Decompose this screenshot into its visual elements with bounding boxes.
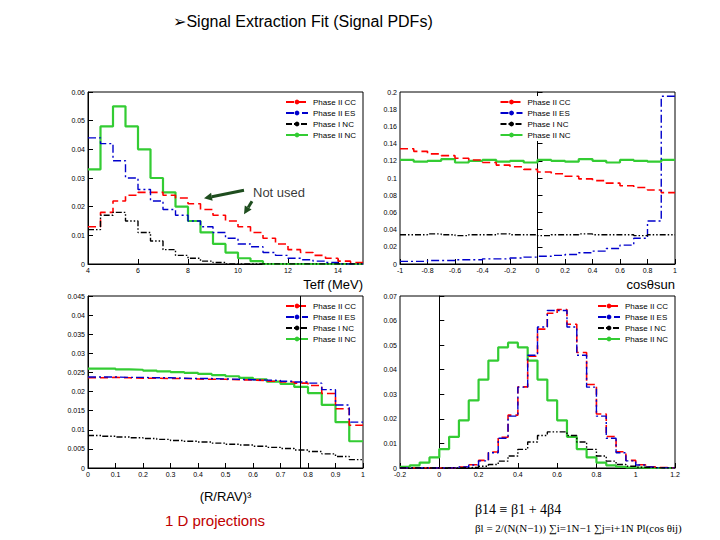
svg-text:-0.6: -0.6 xyxy=(449,267,461,274)
svg-text:Phase II ES: Phase II ES xyxy=(313,109,355,118)
svg-text:Not used: Not used xyxy=(253,185,305,200)
svg-text:0: 0 xyxy=(437,471,441,478)
svg-text:14: 14 xyxy=(334,267,342,274)
svg-text:0.05: 0.05 xyxy=(71,117,85,124)
svg-text:0.025: 0.025 xyxy=(67,369,85,376)
svg-text:0.06: 0.06 xyxy=(383,209,397,216)
svg-text:0.2: 0.2 xyxy=(138,471,148,478)
svg-text:Phase I NC: Phase I NC xyxy=(528,120,569,129)
svg-text:0.01: 0.01 xyxy=(71,426,85,433)
svg-text:0.04: 0.04 xyxy=(71,312,85,319)
svg-text:0.7: 0.7 xyxy=(276,471,286,478)
svg-text:0.5: 0.5 xyxy=(221,471,231,478)
svg-text:0.14: 0.14 xyxy=(383,140,397,147)
svg-text:0.03: 0.03 xyxy=(71,175,85,182)
svg-text:-0.2: -0.2 xyxy=(504,267,516,274)
svg-text:0.8: 0.8 xyxy=(303,471,313,478)
svg-text:0.3: 0.3 xyxy=(166,471,176,478)
svg-text:-0.8: -0.8 xyxy=(421,267,433,274)
svg-text:0.035: 0.035 xyxy=(67,331,85,338)
svg-text:0: 0 xyxy=(536,267,540,274)
svg-text:0.01: 0.01 xyxy=(383,440,397,447)
svg-text:Teff (MeV): Teff (MeV) xyxy=(303,277,363,292)
svg-text:Phase II ES: Phase II ES xyxy=(625,313,667,322)
svg-text:Phase II CC: Phase II CC xyxy=(313,302,356,311)
svg-text:8: 8 xyxy=(186,267,190,274)
svg-text:(R/RAV)³: (R/RAV)³ xyxy=(200,489,252,504)
svg-text:0.015: 0.015 xyxy=(67,407,85,414)
svg-text:Phase I NC: Phase I NC xyxy=(313,120,354,129)
svg-text:Phase II CC: Phase II CC xyxy=(625,302,668,311)
svg-text:0.04: 0.04 xyxy=(383,226,397,233)
svg-text:0.4: 0.4 xyxy=(193,471,203,478)
svg-text:0.04: 0.04 xyxy=(71,146,85,153)
svg-text:0.06: 0.06 xyxy=(71,89,85,96)
svg-text:0.2: 0.2 xyxy=(474,471,484,478)
svg-text:-0.2: -0.2 xyxy=(394,471,406,478)
svg-text:0.4: 0.4 xyxy=(513,471,523,478)
svg-text:0.2: 0.2 xyxy=(560,267,570,274)
svg-text:1: 1 xyxy=(634,471,638,478)
svg-text:0.12: 0.12 xyxy=(383,157,397,164)
svg-text:Phase II NC: Phase II NC xyxy=(313,335,356,344)
svg-text:1: 1 xyxy=(361,471,365,478)
svg-text:0.02: 0.02 xyxy=(71,203,85,210)
svg-text:0.2: 0.2 xyxy=(387,89,397,96)
svg-text:βl = 2/(N(N−1)) ∑i=1N−1 ∑j=i+1: βl = 2/(N(N−1)) ∑i=1N−1 ∑j=i+1N Pl(cos θ… xyxy=(475,522,682,535)
svg-text:0.03: 0.03 xyxy=(383,391,397,398)
svg-text:0: 0 xyxy=(86,471,90,478)
svg-text:0.6: 0.6 xyxy=(552,471,562,478)
svg-text:Phase II NC: Phase II NC xyxy=(528,131,571,140)
svg-text:12: 12 xyxy=(284,267,292,274)
svg-text:4: 4 xyxy=(86,267,90,274)
svg-text:Phase II ES: Phase II ES xyxy=(528,109,570,118)
svg-text:0.01: 0.01 xyxy=(71,232,85,239)
svg-text:0.02: 0.02 xyxy=(383,243,397,250)
svg-text:0.06: 0.06 xyxy=(383,317,397,324)
svg-text:6: 6 xyxy=(136,267,140,274)
svg-text:0.02: 0.02 xyxy=(383,415,397,422)
svg-text:0.04: 0.04 xyxy=(383,366,397,373)
svg-text:0.9: 0.9 xyxy=(331,471,341,478)
svg-text:0.6: 0.6 xyxy=(248,471,258,478)
svg-text:Phase II ES: Phase II ES xyxy=(313,313,355,322)
svg-text:cosθsun: cosθsun xyxy=(627,277,675,292)
svg-text:Phase II CC: Phase II CC xyxy=(528,98,571,107)
svg-text:1.2: 1.2 xyxy=(670,471,680,478)
svg-text:0.8: 0.8 xyxy=(592,471,602,478)
svg-text:-0.4: -0.4 xyxy=(476,267,488,274)
svg-text:-1: -1 xyxy=(397,267,403,274)
svg-text:0: 0 xyxy=(393,260,397,268)
svg-text:Phase II NC: Phase II NC xyxy=(625,335,668,344)
svg-text:1: 1 xyxy=(673,267,677,274)
svg-text:0: 0 xyxy=(81,261,85,268)
svg-text:0.16: 0.16 xyxy=(383,123,397,130)
svg-text:0.18: 0.18 xyxy=(383,106,397,113)
svg-text:Phase II NC: Phase II NC xyxy=(313,131,356,140)
svg-text:➢Signal Extraction Fit (Signal: ➢Signal Extraction Fit (Signal PDFs) xyxy=(173,13,433,30)
svg-text:0.05: 0.05 xyxy=(383,342,397,349)
svg-text:0.1: 0.1 xyxy=(387,175,397,182)
svg-text:10: 10 xyxy=(234,267,242,274)
svg-text:0.4: 0.4 xyxy=(588,267,598,274)
svg-text:0.8: 0.8 xyxy=(643,267,653,274)
svg-text:0.03: 0.03 xyxy=(71,350,85,357)
svg-text:0.08: 0.08 xyxy=(383,192,397,199)
svg-text:0: 0 xyxy=(393,464,397,472)
svg-text:0.1: 0.1 xyxy=(111,471,121,478)
svg-text:0: 0 xyxy=(81,465,85,472)
svg-text:Phase I NC: Phase I NC xyxy=(313,324,354,333)
svg-text:0.02: 0.02 xyxy=(71,388,85,395)
svg-text:0.045: 0.045 xyxy=(67,293,85,300)
svg-text:Phase II CC: Phase II CC xyxy=(313,98,356,107)
svg-text:1 D projections: 1 D projections xyxy=(165,512,265,529)
svg-text:0.005: 0.005 xyxy=(67,445,85,452)
svg-text:0.07: 0.07 xyxy=(383,293,397,300)
svg-text:0.6: 0.6 xyxy=(615,267,625,274)
svg-text:β14 ≡ β1 + 4β4: β14 ≡ β1 + 4β4 xyxy=(475,502,561,517)
svg-text:Phase I NC: Phase I NC xyxy=(625,324,666,333)
